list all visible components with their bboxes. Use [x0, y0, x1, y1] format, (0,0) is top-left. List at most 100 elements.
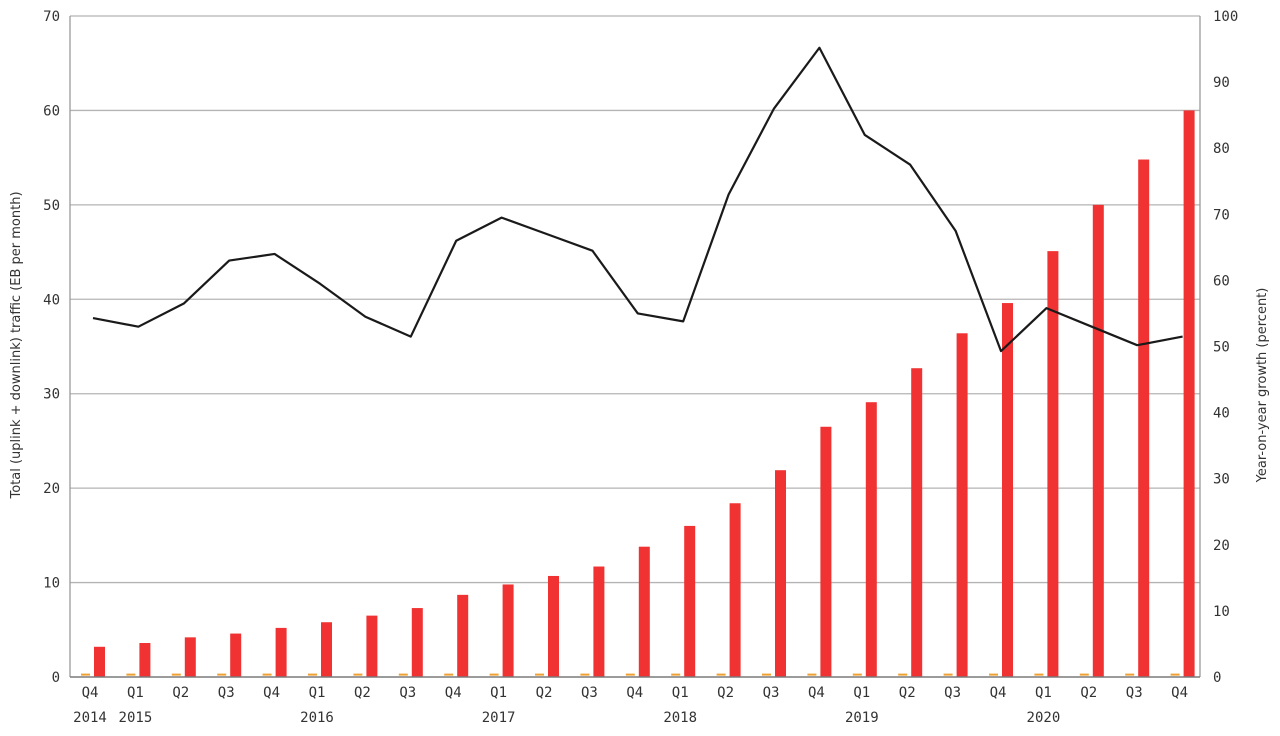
- bar: [638, 546, 650, 677]
- x-year-label: 2020: [1027, 710, 1061, 726]
- y2-tick-label: 0: [1213, 670, 1221, 686]
- y-tick-label: 20: [43, 481, 60, 497]
- x-year-label: 2015: [119, 710, 153, 726]
- x-tick-label: Q4: [626, 685, 643, 701]
- x-tick-label: Q1: [490, 685, 507, 701]
- bar-minor: [535, 673, 544, 676]
- bar: [1092, 204, 1104, 677]
- y-tick-label: 50: [43, 198, 60, 214]
- bar: [820, 426, 832, 677]
- x-tick-label: Q3: [581, 685, 598, 701]
- y-tick-label: 10: [43, 576, 60, 592]
- x-tick-label: Q1: [127, 685, 144, 701]
- x-year-label: 2016: [300, 710, 334, 726]
- x-tick-label: Q3: [763, 685, 780, 701]
- bar-minor: [989, 673, 998, 676]
- bar: [729, 503, 741, 677]
- x-year-label: 2014: [73, 710, 107, 726]
- bar-minor: [1079, 673, 1089, 676]
- bar-minor: [671, 673, 681, 676]
- y2-tick-label: 70: [1213, 207, 1230, 223]
- x-tick-label: Q2: [172, 685, 189, 701]
- bar: [184, 637, 196, 677]
- x-year-label: 2017: [482, 710, 516, 726]
- bar-minor: [262, 673, 272, 676]
- bar: [1002, 303, 1013, 677]
- line-layer: [92, 46, 1183, 353]
- bar: [1138, 159, 1150, 677]
- x-tick-label: Q4: [1171, 685, 1188, 701]
- bar-minor: [625, 673, 635, 676]
- bar-minor: [716, 673, 726, 676]
- axis-layer: 0 10 20 30 40 50 60 70 0 10 20 30 40 50 60 70 80 90 100 Q4 Q…: [43, 9, 1238, 726]
- bar-minor: [852, 673, 862, 676]
- y-tick-label: 40: [43, 292, 60, 308]
- y2-axis-title: Year-on-year growth (percent): [1255, 288, 1270, 484]
- x-year-label: 2018: [663, 710, 697, 726]
- y2-tick-label: 40: [1213, 406, 1230, 422]
- x-tick-label: Q3: [218, 685, 235, 701]
- y2-tick-label: 100: [1213, 9, 1238, 25]
- y-tick-label: 30: [43, 387, 60, 403]
- growth-line: [92, 46, 1183, 353]
- bar: [1183, 110, 1195, 677]
- x-tick-label: Q4: [990, 685, 1007, 701]
- bar: [1047, 251, 1059, 677]
- x-tick-label: Q4: [82, 685, 99, 701]
- bar-minor: [807, 673, 817, 676]
- bar: [366, 615, 378, 677]
- x-tick-label: Q4: [445, 685, 462, 701]
- y2-tick-label: 20: [1213, 538, 1230, 554]
- bar-minor: [1170, 673, 1180, 676]
- x-tick-label: Q2: [536, 685, 553, 701]
- bar: [775, 470, 786, 677]
- bar: [411, 608, 423, 677]
- bar-minor: [489, 673, 499, 676]
- y-tick-label: 70: [43, 9, 60, 25]
- x-tick-label: Q1: [1035, 685, 1052, 701]
- bar: [94, 646, 105, 677]
- bar-minor: [898, 673, 908, 676]
- x-tick-label: Q3: [944, 685, 961, 701]
- bar: [956, 333, 968, 677]
- y-axis-title: Total (uplink + downlink) traffic (EB pe…: [9, 191, 24, 499]
- y2-tick-label: 10: [1213, 604, 1230, 620]
- y-tick-label: 60: [43, 103, 60, 119]
- bar: [139, 643, 151, 677]
- x-tick-label: Q2: [899, 685, 916, 701]
- x-year-label: 2019: [845, 710, 879, 726]
- bar: [911, 368, 923, 677]
- x-tick-label: Q2: [354, 685, 371, 701]
- y2-tick-label: 30: [1213, 472, 1230, 488]
- bar-minor: [353, 673, 363, 676]
- bar-minor: [943, 673, 953, 676]
- bar-minor: [171, 673, 181, 676]
- x-tick-label: Q1: [853, 685, 870, 701]
- bar-minor: [81, 673, 90, 676]
- bar-minor: [762, 673, 771, 676]
- y2-tick-label: 60: [1213, 273, 1230, 289]
- x-tick-label: Q2: [1080, 685, 1097, 701]
- y-tick-label: 0: [52, 670, 60, 686]
- bar: [593, 566, 605, 677]
- bar-layer: [81, 110, 1195, 677]
- bar: [548, 575, 559, 677]
- y2-tick-label: 50: [1213, 340, 1230, 356]
- bar: [502, 584, 514, 677]
- y2-tick-label: 80: [1213, 141, 1230, 157]
- bar: [684, 525, 696, 677]
- bar: [275, 627, 287, 677]
- x-tick-label: Q4: [263, 685, 280, 701]
- x-tick-label: Q1: [309, 685, 326, 701]
- grid-layer: [70, 15, 1200, 584]
- x-tick-label: Q3: [1126, 685, 1143, 701]
- bar-minor: [1125, 673, 1135, 676]
- bar-minor: [444, 673, 454, 676]
- x-tick-label: Q4: [808, 685, 825, 701]
- bar: [321, 622, 332, 677]
- bar-minor: [308, 673, 317, 676]
- bar-minor: [398, 673, 408, 676]
- bar-minor: [1034, 673, 1044, 676]
